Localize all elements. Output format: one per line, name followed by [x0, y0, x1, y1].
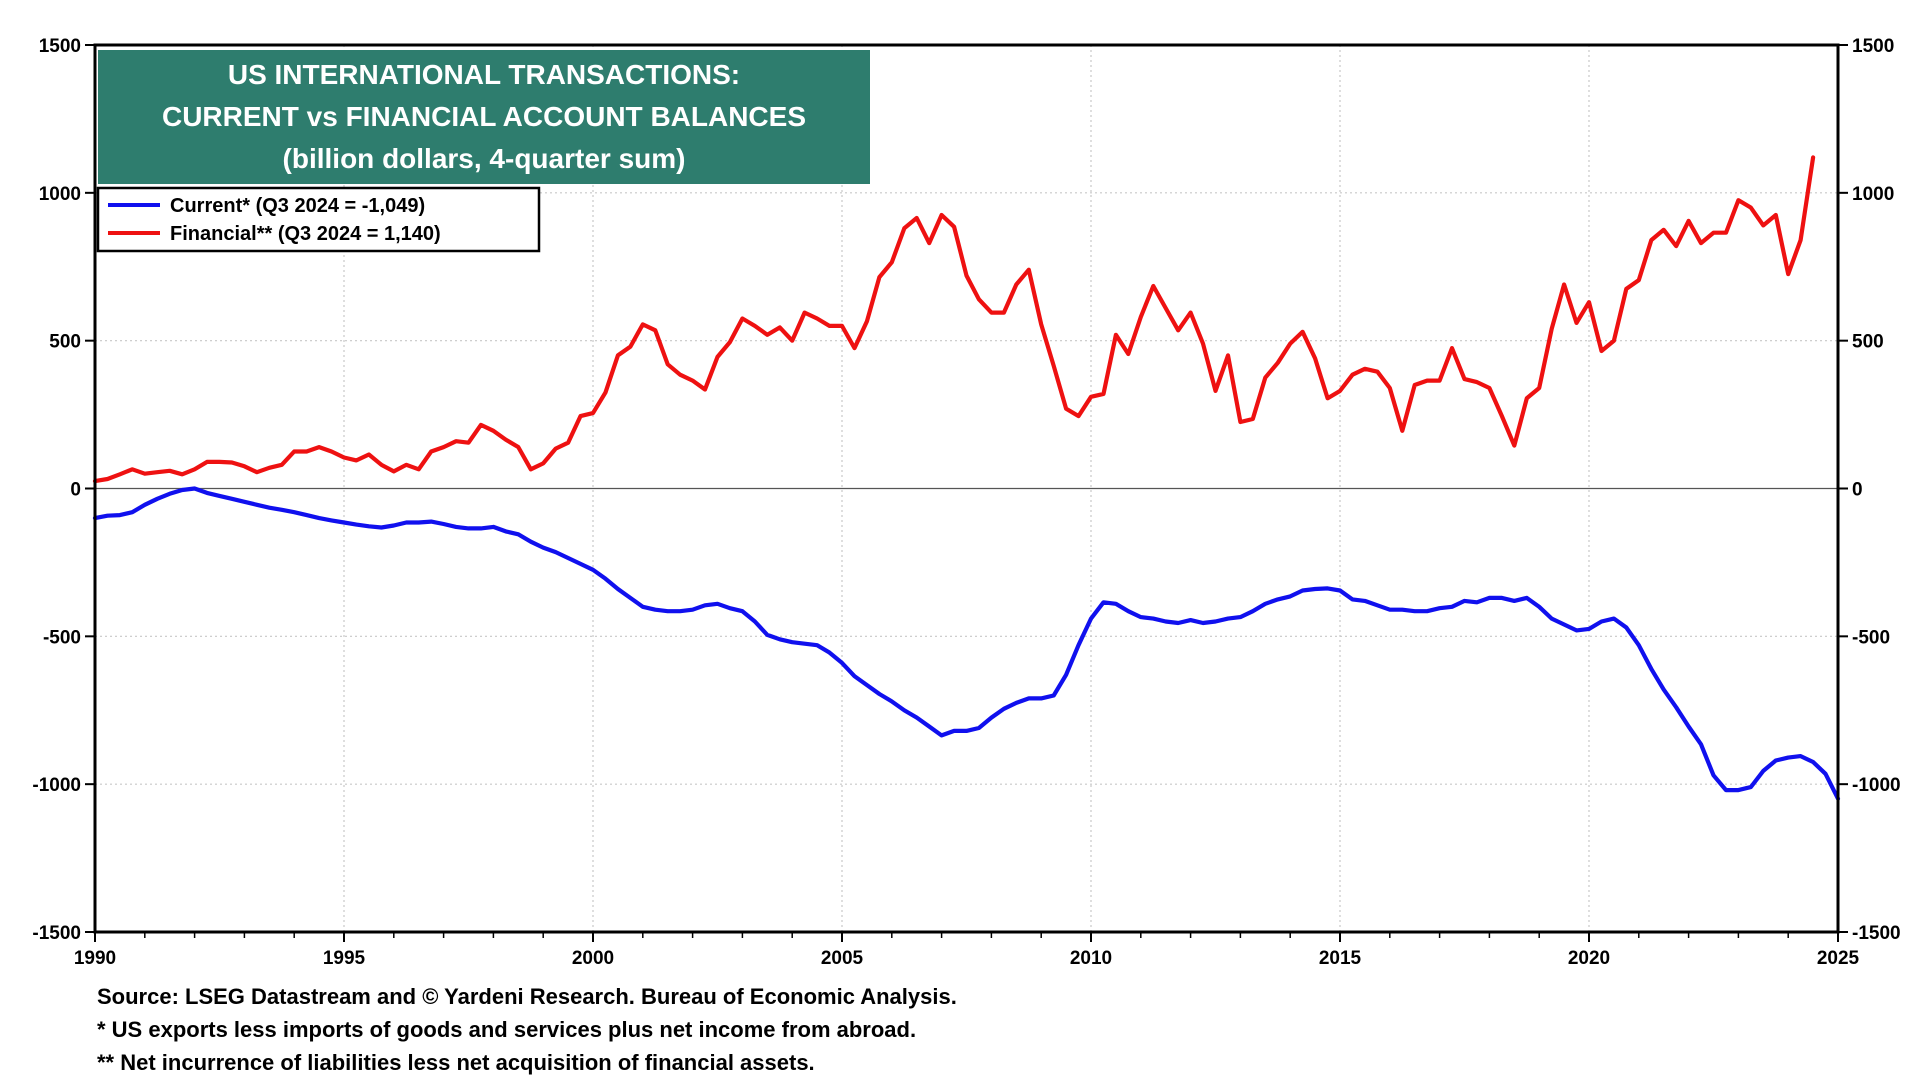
- financial-footnote: ** Net incurrence of liabilities less ne…: [97, 1050, 815, 1075]
- legend-label-financial: Financial** (Q3 2024 = 1,140): [170, 223, 441, 245]
- y-tick-label-left: 500: [49, 332, 81, 353]
- x-tick-label: 2005: [821, 948, 864, 969]
- x-tick-label: 1995: [323, 948, 366, 969]
- x-tick-label: 2000: [572, 948, 614, 969]
- x-tick-label: 2010: [1070, 948, 1112, 969]
- current-footnote: * US exports less imports of goods and s…: [97, 1017, 917, 1042]
- y-tick-label-left: -1500: [32, 923, 81, 944]
- y-axis-left: 1500 1000 500 0 -500 -1000 -1500: [32, 36, 95, 944]
- x-tick-label: 2020: [1568, 948, 1610, 969]
- y-tick-label-left: -500: [43, 627, 81, 648]
- x-axis: 1990 1995 2000 2005 2010 2015 2020 2025: [74, 932, 1860, 969]
- source-note: Source: LSEG Datastream and © Yardeni Re…: [97, 984, 957, 1009]
- chart-title-box: US INTERNATIONAL TRANSACTIONS: CURRENT v…: [98, 50, 870, 184]
- series-line-current: [92, 486, 1841, 801]
- y-tick-label-right: 1500: [1852, 36, 1894, 57]
- x-tick-label: 1990: [74, 948, 116, 969]
- y-tick-label-left: -1000: [32, 775, 81, 796]
- y-tick-label-right: 1000: [1852, 184, 1894, 205]
- chart-notes: Source: LSEG Datastream and © Yardeni Re…: [97, 980, 957, 1079]
- chart-title-background: [98, 50, 870, 184]
- y-tick-label-left: 1000: [39, 184, 81, 205]
- y-tick-label-right: -1500: [1852, 923, 1901, 944]
- chart-title-line-2: CURRENT vs FINANCIAL ACCOUNT BALANCES: [162, 101, 806, 132]
- x-tick-label: 2015: [1319, 948, 1362, 969]
- series-line-financial: [92, 155, 1816, 484]
- series-layer: [92, 155, 1841, 801]
- y-tick-label-left: 0: [70, 480, 81, 501]
- y-tick-label-right: 0: [1852, 480, 1863, 501]
- y-axis-right: 1500 1000 500 0 -500 -1000 -1500: [1838, 36, 1901, 944]
- legend-label-current: Current* (Q3 2024 = -1,049): [170, 195, 425, 217]
- y-tick-label-right: -500: [1852, 627, 1890, 648]
- y-tick-label-right: -1000: [1852, 775, 1901, 796]
- chart-title-line-1: US INTERNATIONAL TRANSACTIONS:: [228, 59, 740, 90]
- x-tick-label: 2025: [1817, 948, 1860, 969]
- legend: Current* (Q3 2024 = -1,049) Financial** …: [96, 186, 541, 253]
- y-tick-label-left: 1500: [39, 36, 81, 57]
- chart-title-line-3: (billion dollars, 4-quarter sum): [283, 143, 686, 174]
- y-tick-label-right: 500: [1852, 332, 1884, 353]
- legend-box: [96, 186, 541, 253]
